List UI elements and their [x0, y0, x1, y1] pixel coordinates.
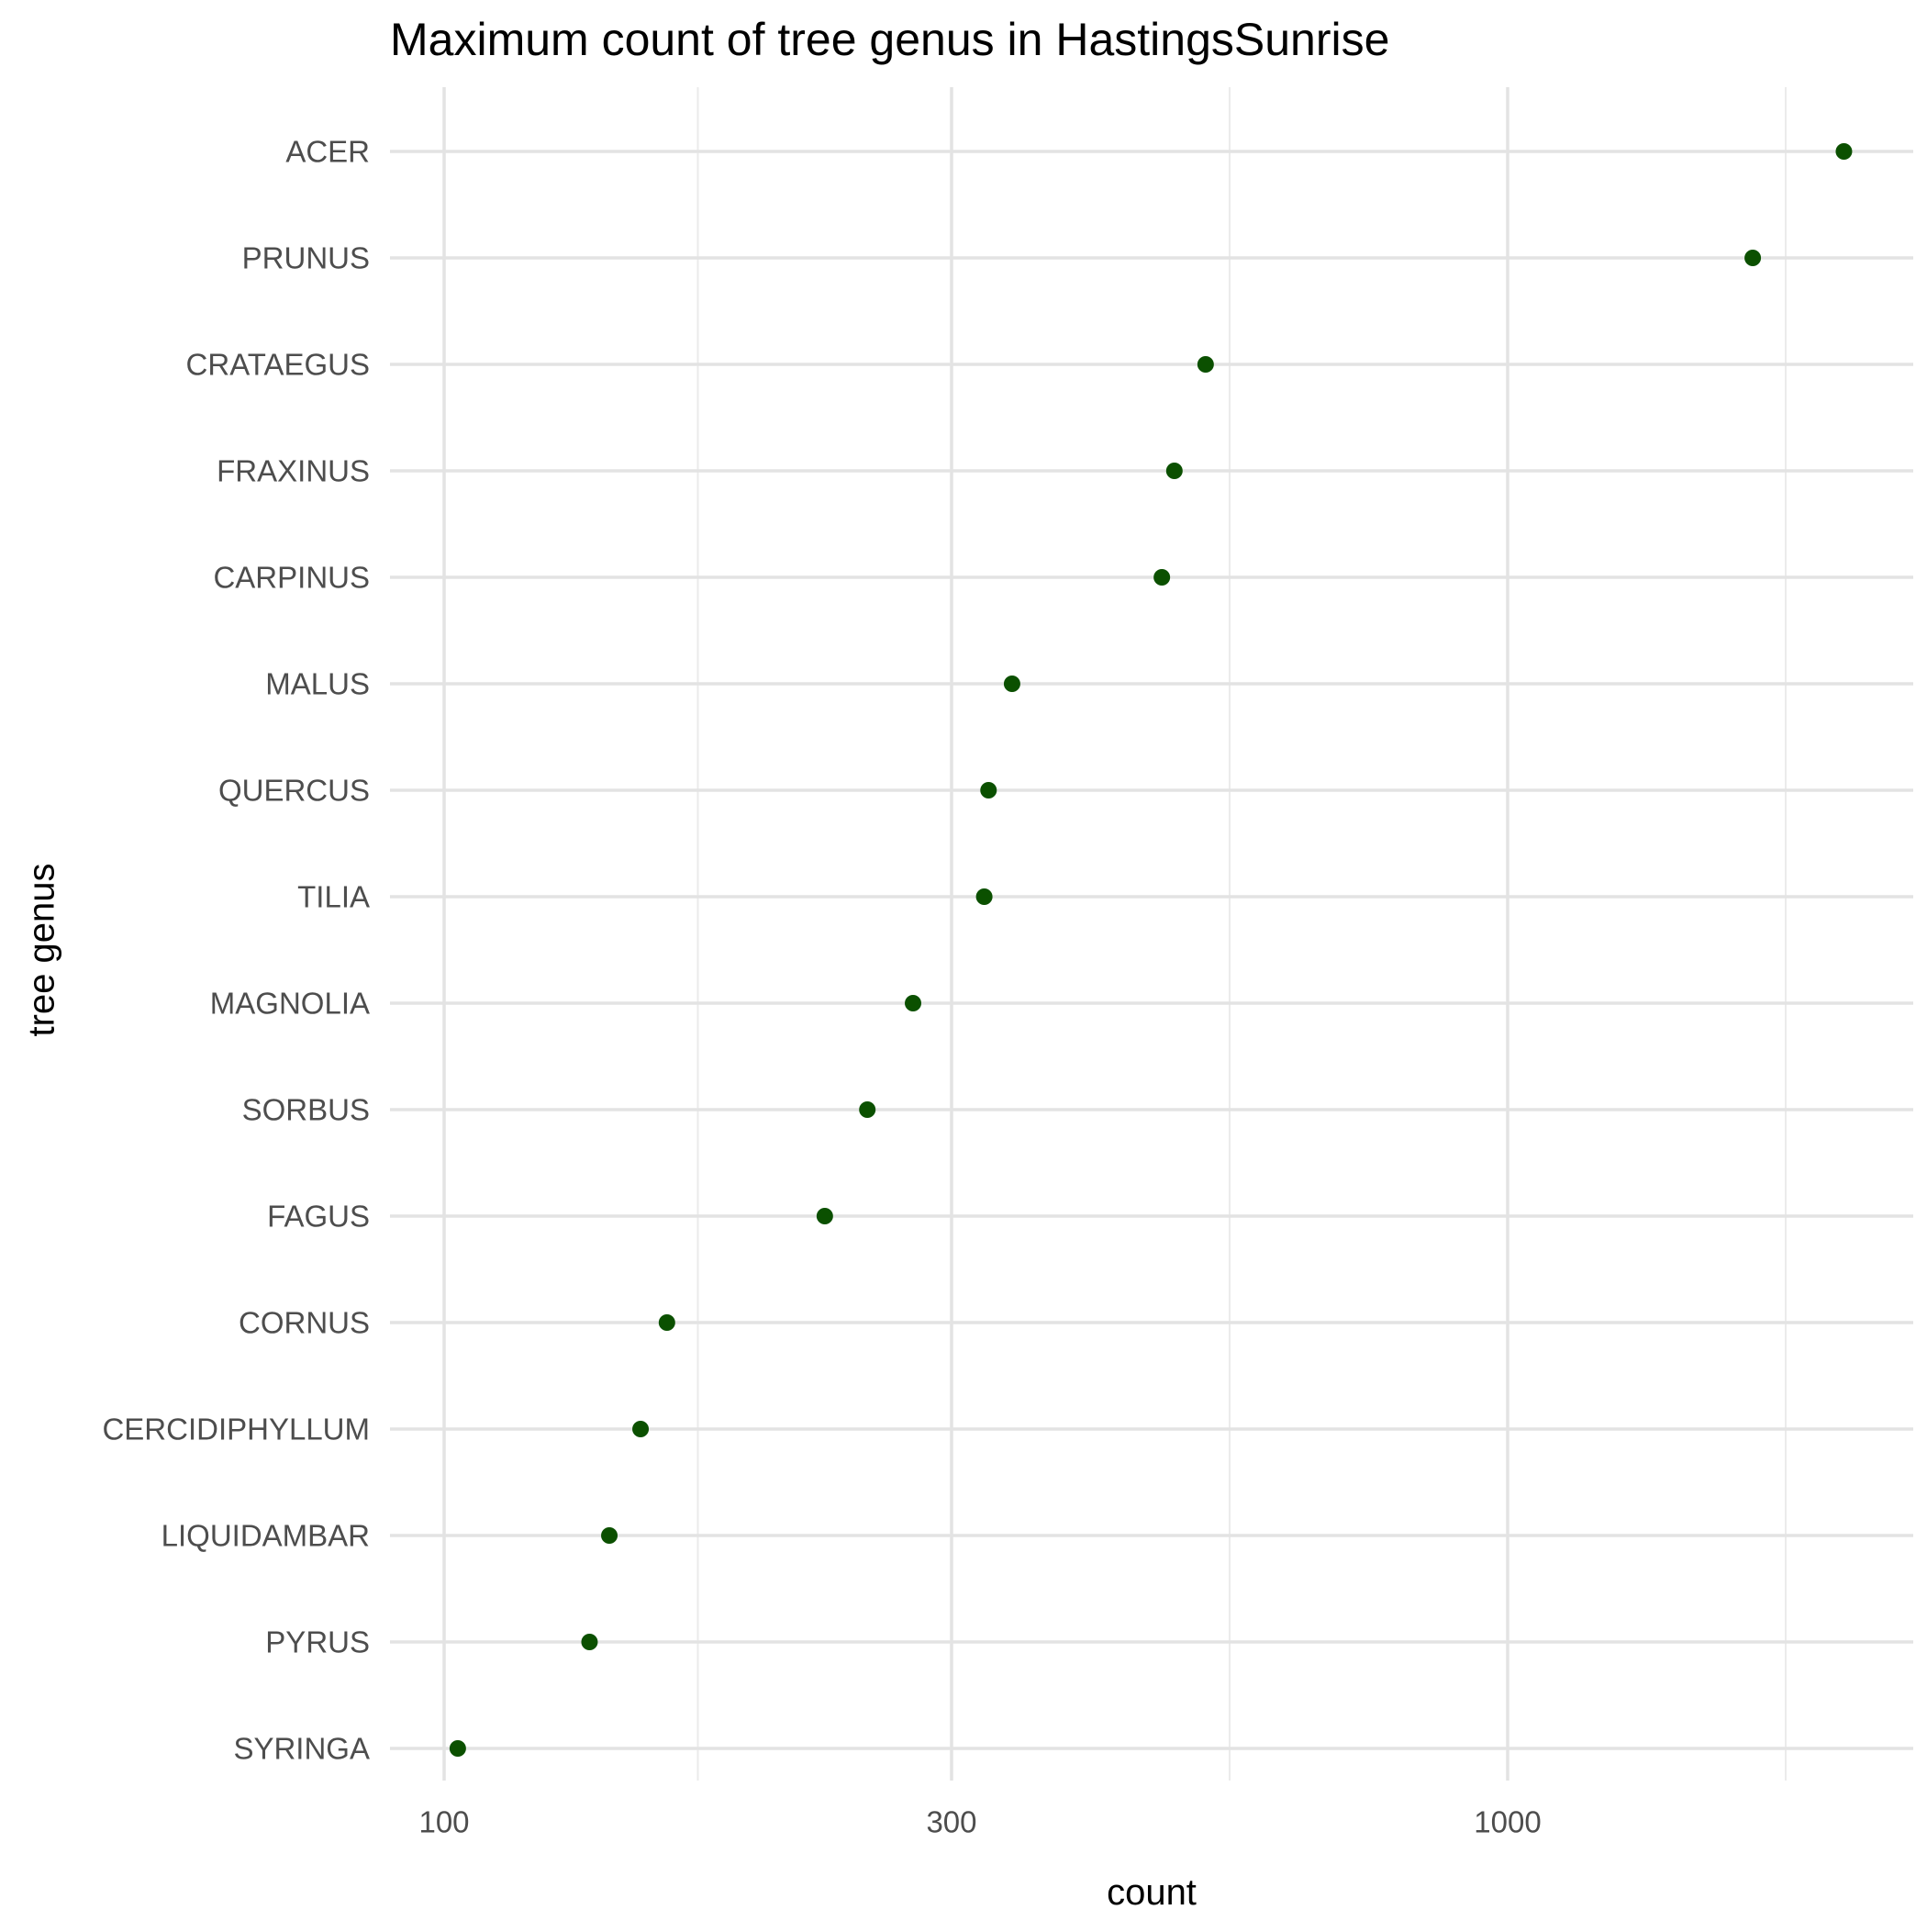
- x-tick-label: 1000: [1474, 1805, 1541, 1839]
- y-tick-label: PRUNUS: [242, 241, 370, 275]
- y-tick-label: QUERCUS: [218, 774, 370, 808]
- x-tick-label: 100: [418, 1805, 469, 1839]
- data-point: [859, 1101, 876, 1118]
- x-tick-label: 300: [926, 1805, 976, 1839]
- data-point: [1835, 143, 1853, 160]
- data-point: [601, 1527, 618, 1544]
- y-axis-title: tree genus: [21, 863, 62, 1037]
- data-point: [632, 1421, 650, 1437]
- data-point: [581, 1634, 598, 1650]
- y-tick-label: FAGUS: [267, 1200, 370, 1234]
- y-tick-label: CRATAEGUS: [186, 348, 370, 382]
- data-point: [658, 1314, 675, 1331]
- data-point: [980, 782, 997, 798]
- y-tick-label: PYRUS: [265, 1625, 370, 1659]
- y-tick-label: ACER: [285, 135, 370, 169]
- y-tick-label: FRAXINUS: [217, 454, 370, 488]
- data-point: [1153, 569, 1171, 586]
- data-point: [449, 1740, 466, 1757]
- data-point: [1165, 463, 1183, 479]
- y-tick-label: CARPINUS: [213, 561, 370, 595]
- data-point: [905, 995, 922, 1011]
- x-axis-title: count: [1107, 1872, 1197, 1913]
- y-tick-label: MALUS: [265, 667, 370, 701]
- y-tick-label: MAGNOLIA: [210, 987, 370, 1021]
- chart-title: Maximum count of tree genus in HastingsS…: [390, 14, 1390, 65]
- y-tick-label: CERCIDIPHYLLUM: [102, 1413, 370, 1446]
- data-point: [975, 888, 993, 905]
- data-point: [1744, 250, 1762, 266]
- y-tick-label: LIQUIDAMBAR: [162, 1519, 370, 1553]
- y-tick-label: SORBUS: [242, 1093, 370, 1127]
- y-tick-label: SYRINGA: [233, 1732, 370, 1766]
- data-point: [1003, 676, 1020, 692]
- data-point: [1197, 356, 1214, 373]
- y-tick-label: CORNUS: [239, 1306, 370, 1340]
- data-point: [816, 1208, 833, 1224]
- y-tick-label: TILIA: [297, 880, 370, 914]
